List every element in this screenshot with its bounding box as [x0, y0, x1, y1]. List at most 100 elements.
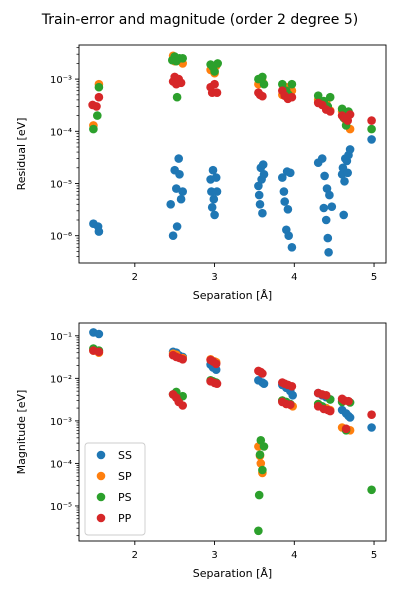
data-point-pp [212, 88, 222, 97]
data-point-ps [254, 526, 263, 536]
x-axis-label: Separation [Å] [193, 567, 272, 580]
data-point-ps [278, 79, 287, 89]
data-point-ss [288, 391, 298, 400]
data-point-ss [286, 168, 295, 178]
data-point-ps [259, 442, 269, 451]
data-point-ss [258, 208, 267, 218]
data-point-ss [211, 365, 221, 375]
data-point-ss [287, 243, 297, 252]
data-point-ss [255, 200, 265, 209]
legend-label-pp: PP [118, 512, 132, 525]
y-tick-label: 10⁻⁵ [50, 180, 72, 191]
data-point-pp [212, 379, 222, 389]
y-tick-label: 10⁻⁵ [50, 502, 72, 513]
data-point-pp [325, 406, 335, 416]
data-point-pp [258, 369, 267, 378]
x-tick-label: 2 [132, 272, 138, 283]
data-point-ss [319, 203, 329, 213]
legend-label-sp: SP [118, 470, 132, 483]
data-point-ss [259, 170, 269, 179]
magnitude-panel: 2 3 4 5 10⁻⁵ 10⁻⁴ 10⁻³ 10⁻² 10⁻¹ Separation [Å] Ma… [15, 322, 387, 580]
data-point-ss [324, 248, 333, 257]
data-point-ss [209, 194, 219, 204]
y-tick-label: 10⁻⁶ [50, 232, 72, 243]
legend-box [84, 442, 146, 536]
data-point-pp [178, 401, 187, 410]
data-point-ps [172, 92, 182, 102]
data-point-pp [345, 110, 355, 119]
data-point-ss [345, 413, 355, 422]
y-tick-label: 10⁻⁴ [50, 459, 72, 470]
data-point-ps [325, 92, 335, 102]
y-tick-label: 10⁻¹ [50, 332, 72, 343]
data-point-ss [178, 187, 187, 196]
data-point-ps [367, 124, 376, 134]
x-tick-label: 3 [211, 550, 217, 561]
data-point-pp [210, 79, 219, 89]
y-tick-label: 10⁻³ [50, 417, 72, 428]
data-point-ss [339, 210, 349, 220]
data-point-ps [367, 485, 376, 495]
data-point-pp [321, 391, 331, 400]
data-point-ss [94, 227, 104, 236]
data-point-ss [343, 168, 353, 178]
data-point-pp [344, 396, 353, 406]
data-point-ss [212, 187, 222, 196]
data-point-ps [255, 450, 265, 460]
data-point-ss [367, 135, 376, 144]
data-point-ss [322, 184, 332, 193]
data-point-ss [94, 329, 104, 339]
data-point-ss [168, 231, 178, 240]
data-point-ss [175, 170, 184, 179]
y-tick-label: 10⁻² [50, 374, 72, 385]
x-tick-label: 2 [132, 550, 138, 561]
data-point-ss [340, 177, 349, 186]
x-tick-label: 5 [371, 272, 377, 283]
y-axis-label: Magnitude [eV] [15, 390, 28, 475]
legend: SS SP PS PP [84, 442, 146, 536]
points-layer [88, 51, 376, 257]
data-point-pp [287, 382, 297, 391]
y-tick-label: 10⁻⁴ [50, 127, 72, 138]
legend-marker-pp [96, 513, 106, 523]
data-point-ps [89, 124, 98, 134]
data-point-ss [207, 203, 217, 212]
data-point-ss [345, 145, 355, 154]
data-point-ss [317, 154, 327, 163]
residual-panel: 2 3 4 5 10⁻⁶ 10⁻⁵ 10⁻⁴ 10⁻³ Separation [Å] Residu… [15, 44, 387, 302]
data-point-ss [254, 190, 264, 200]
x-axis-label: Separation [Å] [193, 289, 272, 302]
legend-label-ss: SS [118, 449, 132, 462]
data-point-pp [94, 347, 104, 357]
data-point-pp [92, 102, 101, 111]
data-point-pp [286, 400, 295, 410]
legend-label-ps: PS [118, 491, 132, 504]
data-point-pp [325, 107, 335, 116]
data-point-pp [211, 359, 221, 369]
figure-title: Train-error and magnitude (order 2 degre… [41, 12, 358, 28]
data-point-ps [287, 79, 297, 89]
data-point-ps [254, 490, 264, 500]
data-point-ps [259, 79, 269, 89]
data-point-ps [313, 91, 323, 100]
data-point-pp [367, 116, 376, 125]
data-point-ss [278, 173, 287, 182]
plot-frame [78, 322, 387, 542]
data-point-ss [284, 231, 294, 240]
data-point-pp [176, 78, 186, 88]
data-point-ss [174, 154, 183, 163]
x-tick-label: 4 [291, 550, 297, 561]
data-point-ss [259, 379, 269, 389]
data-point-ss [320, 171, 329, 181]
data-point-ss [321, 215, 331, 225]
legend-marker-ps [96, 492, 106, 502]
data-point-ss [254, 181, 263, 191]
data-point-ss [211, 173, 221, 182]
data-point-ps [258, 465, 267, 475]
data-point-ss [283, 205, 293, 214]
data-point-ss [210, 210, 219, 220]
data-point-ss [325, 190, 334, 200]
data-point-ss [279, 187, 289, 196]
data-point-ss [323, 233, 333, 243]
